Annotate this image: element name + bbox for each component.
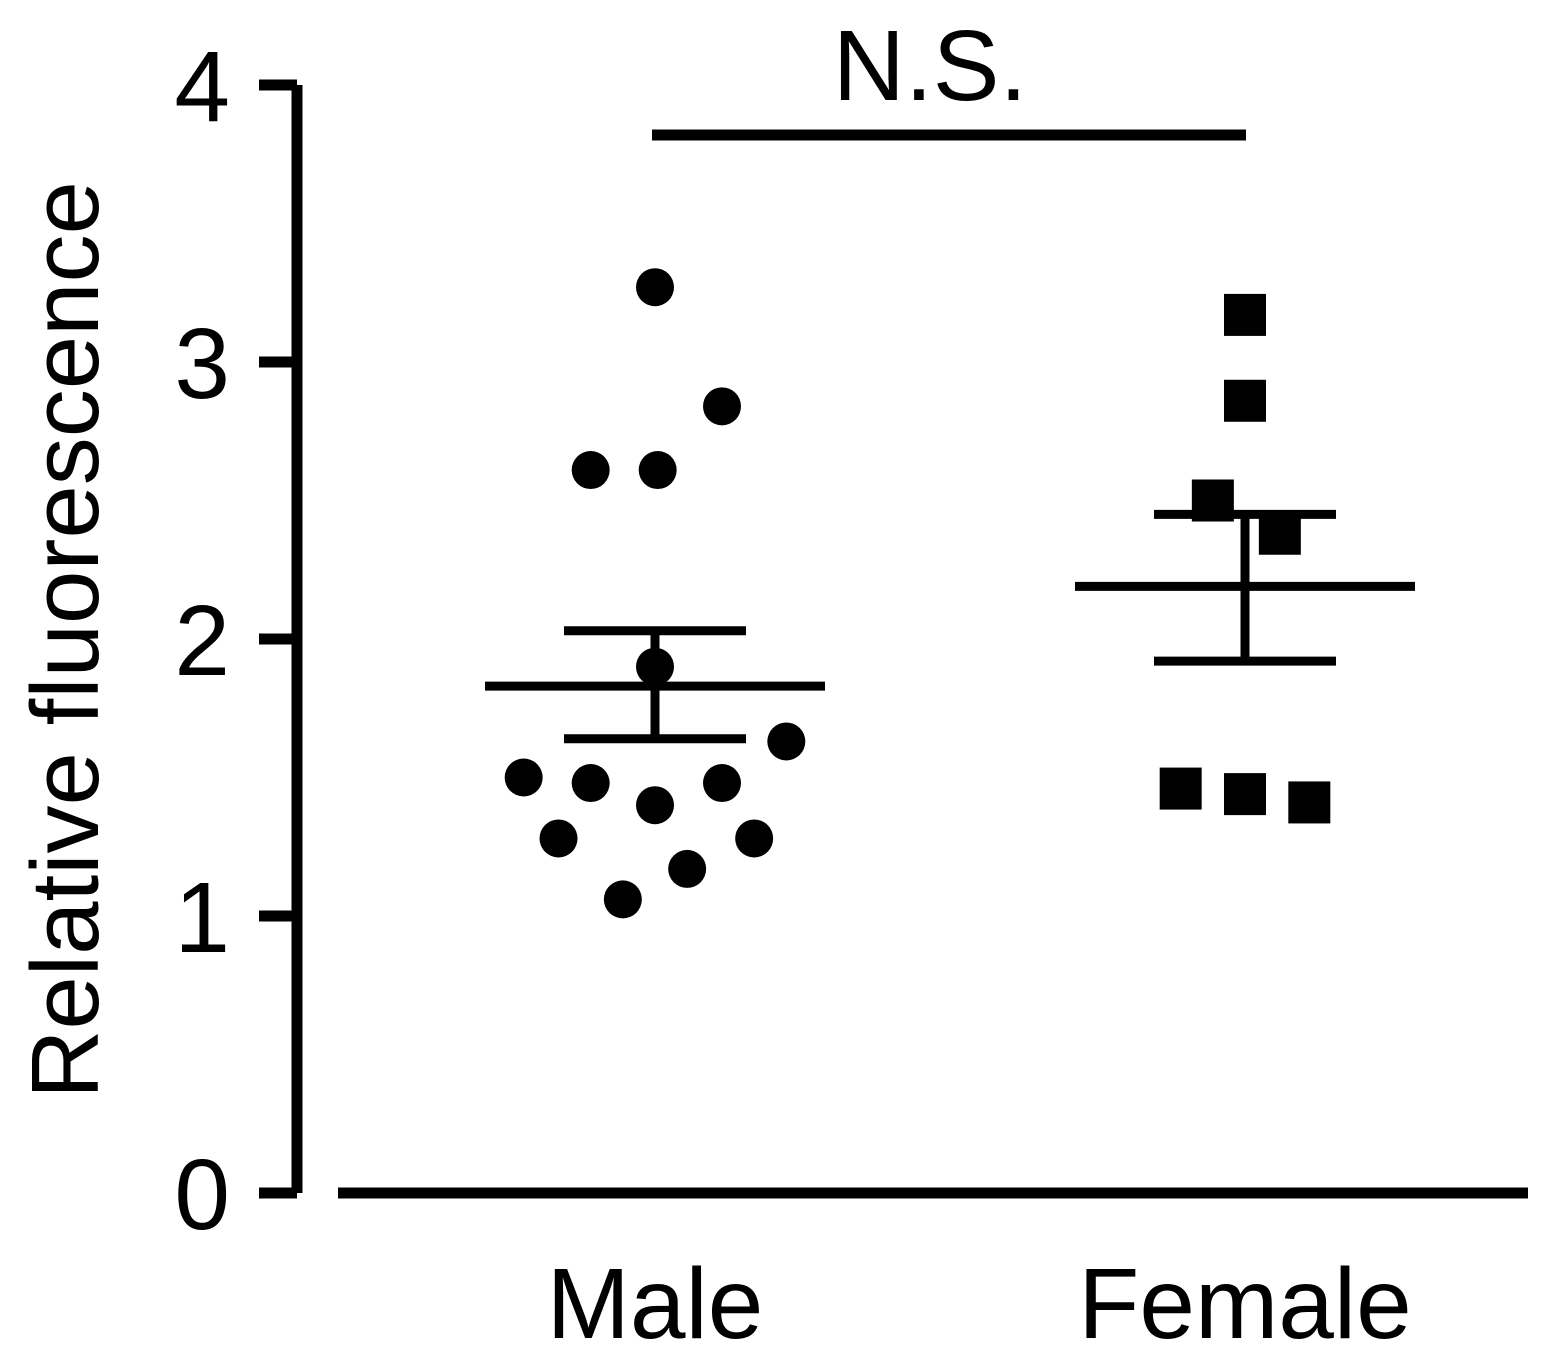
axes: Relative fluorescence	[12, 85, 1528, 1199]
data-point-male	[668, 849, 707, 888]
data-point-male	[636, 268, 674, 307]
data-point-male	[504, 758, 543, 797]
y-tick-label: 4	[174, 31, 230, 143]
data-point-male	[638, 451, 677, 490]
data-point-female	[1224, 293, 1266, 336]
data-point-female	[1159, 767, 1202, 810]
data-point-male	[703, 764, 741, 803]
data-point-male	[571, 451, 610, 490]
data-point-female	[1224, 773, 1266, 816]
x-categories: Male Female	[547, 1248, 1412, 1360]
y-tick-label: 0	[174, 1139, 230, 1251]
x-category-label: Female	[1078, 1248, 1411, 1360]
data-point-male	[571, 764, 610, 803]
y-tick-label: 3	[174, 308, 230, 420]
data-point-male	[539, 819, 578, 858]
data-points	[504, 268, 1331, 919]
significance-label: N.S.	[833, 10, 1027, 122]
y-tick-label: 2	[174, 585, 230, 697]
data-point-female	[1224, 379, 1266, 422]
significance-annotation: N.S.	[652, 10, 1246, 141]
y-tick-label: 1	[174, 862, 230, 974]
y-axis-label: Relative fluorescence	[12, 181, 119, 1099]
mean-sem-bars	[485, 509, 1415, 744]
data-point-male	[767, 722, 806, 761]
data-point-male	[703, 387, 741, 426]
data-point-male	[636, 786, 674, 825]
data-point-male	[603, 880, 642, 919]
data-point-female	[1288, 781, 1331, 824]
data-point-male	[735, 819, 774, 858]
data-point-female	[1258, 512, 1301, 555]
y-ticks: 0 1 2 3 4	[174, 31, 297, 1251]
x-category-label: Male	[547, 1248, 764, 1360]
